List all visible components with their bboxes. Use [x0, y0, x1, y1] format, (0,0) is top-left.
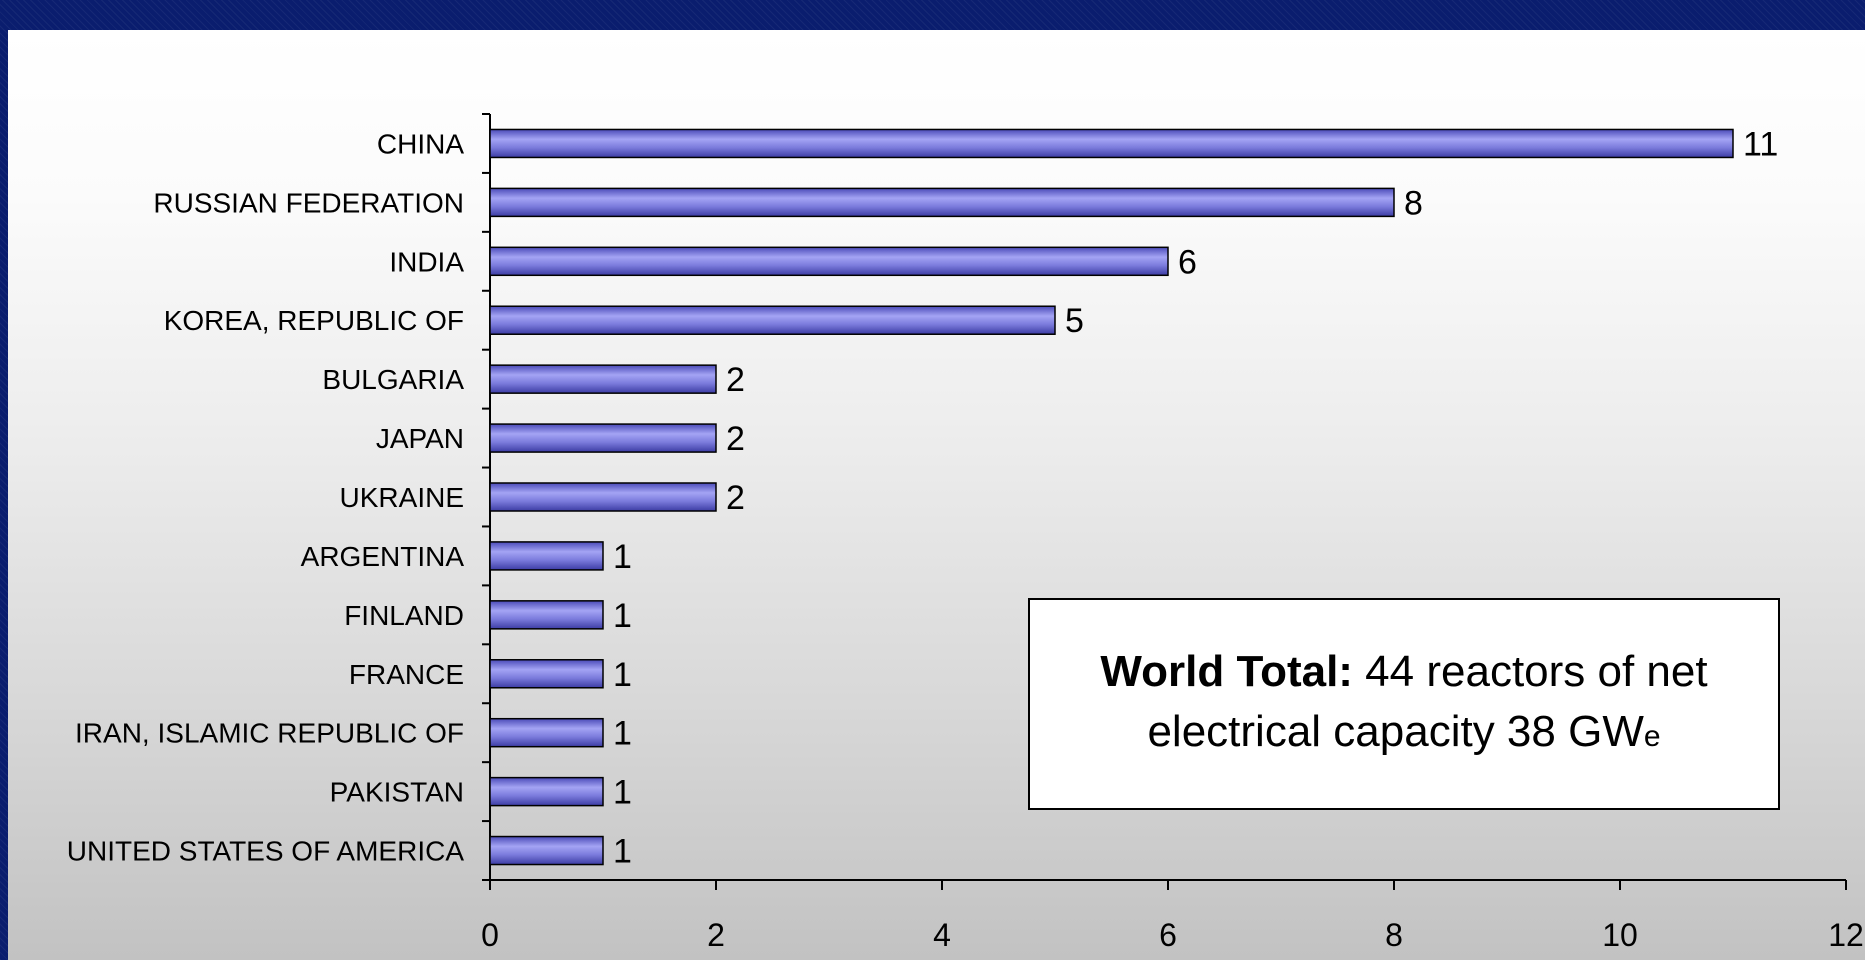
- value-label: 1: [613, 833, 632, 871]
- x-tick-label: 8: [1385, 917, 1403, 953]
- category-label: CHINA: [377, 128, 464, 159]
- bar: [489, 128, 1734, 159]
- value-label: 1: [613, 597, 632, 635]
- value-label: 8: [1404, 184, 1423, 222]
- bar: [489, 835, 604, 866]
- x-tick-label: 2: [707, 917, 725, 953]
- category-label: ARGENTINA: [301, 541, 465, 572]
- value-label: 1: [613, 656, 632, 694]
- value-label: 2: [726, 361, 745, 399]
- x-tick-label: 0: [481, 917, 499, 953]
- value-label: 5: [1065, 302, 1084, 340]
- value-label: 1: [613, 774, 632, 812]
- category-label: FRANCE: [349, 659, 464, 690]
- value-label: 1: [613, 715, 632, 753]
- bar: [489, 600, 604, 630]
- x-tick-label: 6: [1159, 917, 1177, 953]
- bar: [489, 246, 1169, 277]
- bar: [489, 541, 604, 571]
- value-label: 2: [726, 479, 745, 517]
- value-label: 6: [1178, 243, 1197, 281]
- category-label: KOREA, REPUBLIC OF: [164, 305, 464, 336]
- bar: [489, 423, 717, 453]
- world-total-annotation: World Total: 44 reactors of net electric…: [1028, 598, 1780, 810]
- bar: [489, 659, 604, 689]
- category-label: FINLAND: [344, 600, 464, 631]
- bar: [489, 364, 717, 394]
- x-tick-label: 4: [933, 917, 951, 953]
- bar: [489, 482, 717, 512]
- value-label: 1: [613, 538, 632, 576]
- category-label: UKRAINE: [340, 482, 464, 513]
- bar: [489, 717, 604, 748]
- category-label: UNITED STATES OF AMERICA: [67, 836, 465, 867]
- value-label: 2: [726, 420, 745, 458]
- bar: [489, 305, 1056, 335]
- category-label: IRAN, ISLAMIC REPUBLIC OF: [75, 718, 464, 749]
- category-label: PAKISTAN: [330, 777, 464, 808]
- bars: [489, 128, 1734, 866]
- bar: [489, 776, 604, 807]
- annotation-line1-text: 44 reactors of net: [1352, 646, 1708, 696]
- x-tick-label: 12: [1828, 917, 1864, 953]
- category-label: JAPAN: [376, 423, 464, 454]
- bar: [489, 187, 1395, 218]
- annotation-bold-text: World Total:: [1100, 646, 1353, 696]
- x-tick-label: 10: [1602, 917, 1638, 953]
- category-label: BULGARIA: [322, 364, 464, 395]
- annotation-subscript-text: e: [1643, 719, 1661, 753]
- category-label: INDIA: [389, 246, 464, 277]
- annotation-line2-text: electrical capacity 38 GW: [1147, 706, 1644, 756]
- value-label: 11: [1743, 125, 1778, 163]
- category-label: RUSSIAN FEDERATION: [153, 187, 464, 218]
